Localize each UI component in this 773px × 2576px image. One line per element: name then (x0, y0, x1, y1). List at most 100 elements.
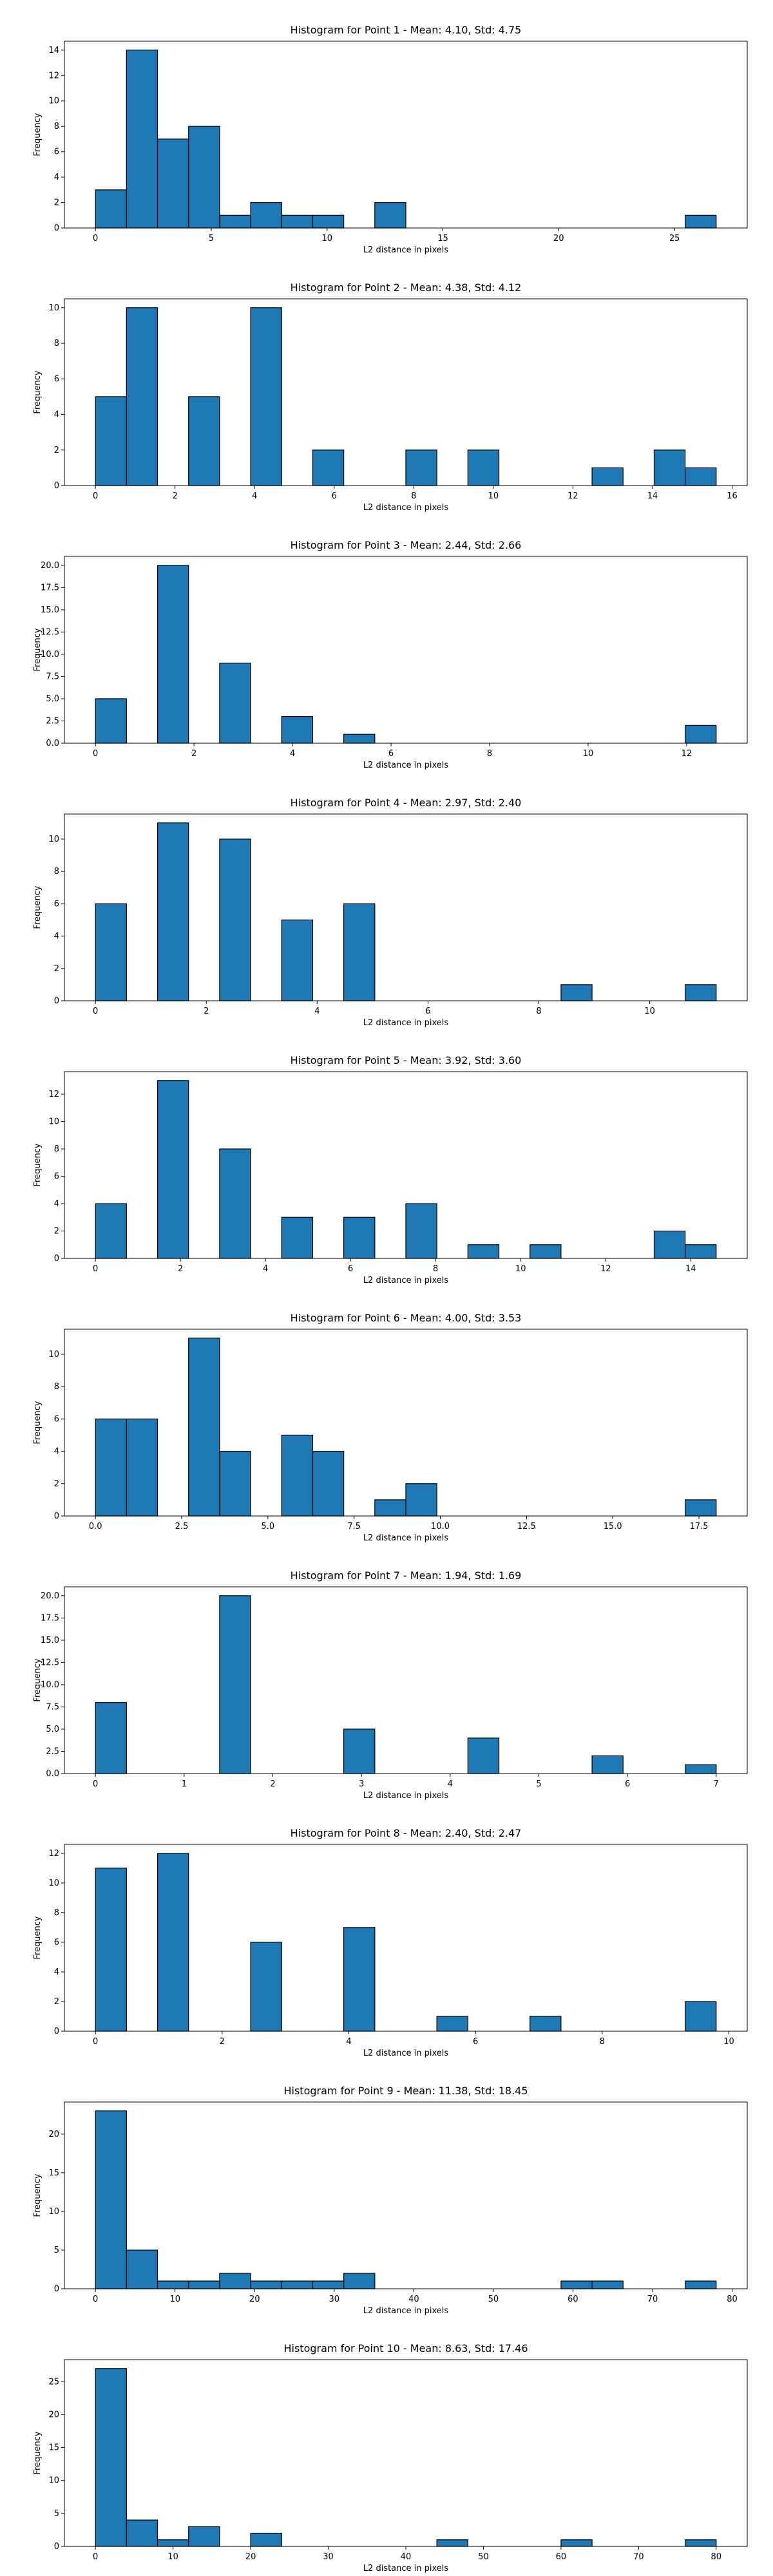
bar (343, 903, 376, 1001)
y-tick-label: 2 (54, 1479, 59, 1489)
bar (157, 2539, 189, 2547)
bar (591, 467, 624, 486)
bar (685, 724, 717, 744)
bar (250, 1942, 282, 2032)
y-tick-label: 6 (54, 899, 59, 909)
bar (95, 903, 127, 1001)
chart-panel: Histogram for Point 6 - Mean: 4.00, Std:… (33, 1312, 748, 1543)
y-tick-label: 12 (48, 1090, 59, 1099)
bar (95, 189, 127, 229)
x-axis-label: L2 distance in pixels (363, 2306, 449, 2316)
x-tick-label: 8 (600, 2037, 605, 2047)
x-axis-label: L2 distance in pixels (363, 1791, 449, 1801)
y-tick-label: 2.5 (46, 716, 59, 726)
bar (281, 1434, 314, 1517)
y-tick-label: 0 (54, 996, 59, 1006)
axes-frame (64, 1071, 748, 1259)
y-axis-label: Frequency (33, 113, 43, 156)
y-tick-label: 8 (54, 867, 59, 876)
y-tick-label: 6 (54, 374, 59, 384)
x-tick-label: 10 (321, 234, 332, 243)
x-tick-label: 1 (182, 1779, 187, 1789)
x-axis-label: L2 distance in pixels (363, 1018, 449, 1028)
bar (685, 1764, 717, 1774)
y-tick-label: 4 (54, 410, 59, 420)
bar (188, 396, 220, 486)
bar (281, 1217, 314, 1259)
y-tick-label: 7.5 (46, 1702, 59, 1712)
chart-panel: Histogram for Point 1 - Mean: 4.10, Std:… (33, 24, 748, 255)
y-tick-label: 17.5 (41, 1613, 59, 1623)
x-tick-label: 0 (93, 2037, 98, 2047)
x-tick-label: 6 (388, 749, 394, 759)
bar (219, 214, 251, 229)
bar (530, 1244, 562, 1259)
axes-frame (64, 1844, 748, 2032)
x-tick-label: 14 (685, 1264, 696, 1274)
bar (312, 2280, 345, 2289)
chart-title: Histogram for Point 6 - Mean: 4.00, Std:… (291, 1312, 522, 1324)
y-axis-label: Frequency (33, 1658, 43, 1701)
x-axis-label: L2 distance in pixels (363, 2564, 449, 2573)
bar (405, 450, 437, 486)
bar (126, 2519, 158, 2547)
x-tick-label: 8 (411, 491, 416, 501)
chart-title: Histogram for Point 5 - Mean: 3.92, Std:… (291, 1054, 522, 1066)
x-tick-label: 20 (553, 234, 564, 243)
x-tick-label: 0 (93, 1779, 98, 1789)
chart-title: Histogram for Point 2 - Mean: 4.38, Std:… (291, 281, 522, 294)
y-tick-label: 15.0 (41, 605, 59, 615)
bar (95, 1701, 127, 1774)
bar (685, 1244, 717, 1259)
bar (95, 2110, 127, 2289)
bar (188, 2280, 220, 2289)
bar (126, 1418, 158, 1517)
chart-panel: Histogram for Point 10 - Mean: 8.63, Std… (33, 2342, 748, 2573)
x-tick-label: 0 (93, 1007, 98, 1016)
y-tick-label: 12 (48, 71, 59, 80)
x-tick-label: 17.5 (690, 1522, 709, 1531)
y-tick-label: 2.5 (46, 1747, 59, 1756)
y-tick-label: 10 (48, 1350, 59, 1359)
y-tick-label: 12 (48, 1849, 59, 1859)
x-tick-label: 2.5 (175, 1522, 189, 1531)
x-tick-label: 15 (437, 234, 448, 243)
y-tick-label: 5 (54, 2246, 59, 2255)
bar (467, 450, 500, 486)
y-tick-label: 6 (54, 1938, 59, 1947)
x-tick-label: 4 (448, 1779, 453, 1789)
axes-frame (64, 298, 748, 486)
x-tick-label: 7.5 (347, 1522, 361, 1531)
bar (157, 565, 189, 744)
chart-panel: Histogram for Point 7 - Mean: 1.94, Std:… (33, 1569, 748, 1801)
bar (188, 2526, 220, 2547)
axes-frame (64, 41, 748, 229)
x-tick-label: 2 (204, 1007, 209, 1016)
chart-panel: Histogram for Point 3 - Mean: 2.44, Std:… (33, 539, 748, 770)
axes-frame (64, 1329, 748, 1517)
bar (126, 50, 158, 229)
y-tick-label: 10 (48, 97, 59, 106)
y-axis-label: Frequency (33, 2174, 43, 2217)
chart-panel: Histogram for Point 4 - Mean: 2.97, Std:… (33, 797, 748, 1028)
bar (467, 1244, 500, 1259)
x-tick-label: 70 (633, 2552, 644, 2562)
y-tick-label: 8 (54, 339, 59, 348)
bar (281, 2280, 314, 2289)
y-tick-label: 0 (54, 2027, 59, 2036)
x-tick-label: 5 (536, 1779, 541, 1789)
bar (281, 214, 314, 229)
y-tick-label: 4 (54, 1447, 59, 1457)
x-tick-label: 10 (583, 749, 594, 759)
x-tick-label: 0 (93, 2295, 98, 2304)
bar (312, 1450, 345, 1517)
bar (281, 715, 314, 744)
x-tick-label: 50 (478, 2552, 489, 2562)
bar (374, 202, 406, 229)
y-tick-label: 0 (54, 1511, 59, 1521)
chart-title: Histogram for Point 9 - Mean: 11.38, Std… (283, 2085, 528, 2097)
chart-title: Histogram for Point 1 - Mean: 4.10, Std:… (291, 24, 522, 36)
bar (188, 1338, 220, 1517)
y-tick-label: 2 (54, 446, 59, 455)
bar (685, 1499, 717, 1517)
